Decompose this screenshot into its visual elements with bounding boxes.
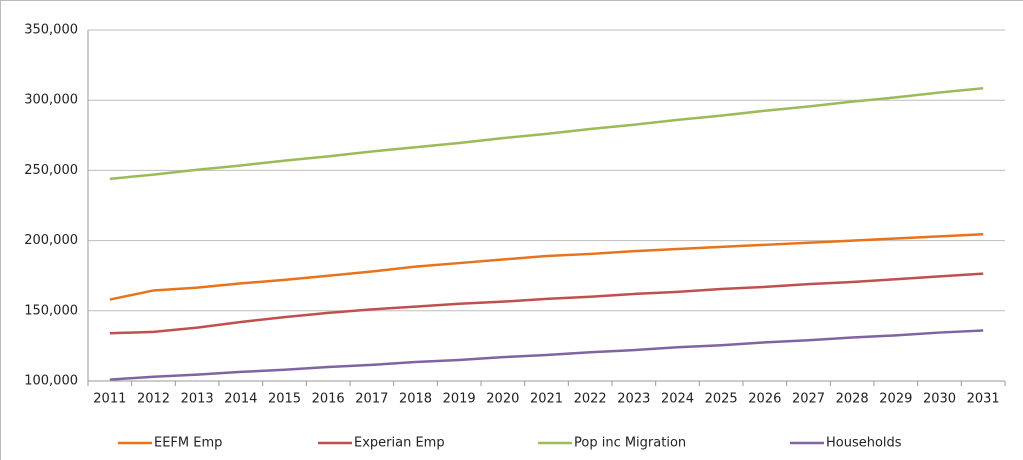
- x-tick-label: 2026: [748, 392, 781, 407]
- x-tick-label: 2020: [486, 392, 519, 407]
- x-tick-label: 2011: [93, 392, 126, 407]
- y-tick-label: 150,000: [24, 303, 78, 318]
- x-tick-label: 2023: [617, 392, 650, 407]
- x-tick-label: 2021: [530, 392, 563, 407]
- y-tick-label: 300,000: [24, 93, 78, 108]
- x-tick-label: 2017: [355, 392, 388, 407]
- x-tick-label: 2018: [399, 392, 432, 407]
- series-line: [109, 87, 984, 181]
- series-line: [109, 233, 984, 301]
- x-tick-label: 2013: [181, 392, 214, 407]
- y-tick-label: 250,000: [24, 163, 78, 178]
- legend-label: Pop inc Migration: [574, 436, 686, 451]
- x-tick-label: 2012: [137, 392, 170, 407]
- x-tick-label: 2027: [792, 392, 825, 407]
- y-tick-label: 350,000: [24, 23, 78, 38]
- x-tick-label: 2014: [224, 392, 257, 407]
- series-line: [109, 329, 984, 381]
- series-line: [109, 272, 984, 335]
- x-tick-label: 2031: [967, 392, 1000, 407]
- legend-label: Experian Emp: [354, 436, 445, 451]
- x-tick-label: 2024: [661, 392, 694, 407]
- x-tick-label: 2016: [312, 392, 345, 407]
- legend-label: Households: [826, 436, 902, 451]
- x-tick-label: 2025: [705, 392, 738, 407]
- x-tick-label: 2022: [574, 392, 607, 407]
- x-tick-label: 2028: [836, 392, 869, 407]
- y-tick-label: 200,000: [24, 233, 78, 248]
- y-tick-label: 100,000: [24, 374, 78, 389]
- x-tick-label: 2019: [443, 392, 476, 407]
- x-tick-label: 2015: [268, 392, 301, 407]
- x-tick-label: 2029: [879, 392, 912, 407]
- x-tick-label: 2030: [923, 392, 956, 407]
- legend-label: EEFM Emp: [154, 436, 222, 451]
